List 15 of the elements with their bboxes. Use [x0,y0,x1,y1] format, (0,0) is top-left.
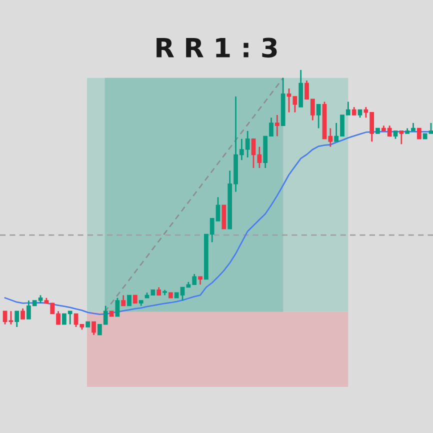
candlestick [2,310,8,326]
candlestick [115,297,120,318]
candlestick [20,308,25,320]
candlestick [121,294,126,306]
candlestick [222,204,226,230]
candlestick [316,104,321,129]
candlestick [399,130,404,145]
candlestick [74,313,78,328]
candlestick [274,114,280,137]
candlestick [127,294,132,306]
candlestick [14,310,20,328]
candlestick [416,128,422,140]
chart-title: R R 1 : 3 [156,38,277,58]
candlestick [92,321,96,336]
candlestick [298,69,304,108]
